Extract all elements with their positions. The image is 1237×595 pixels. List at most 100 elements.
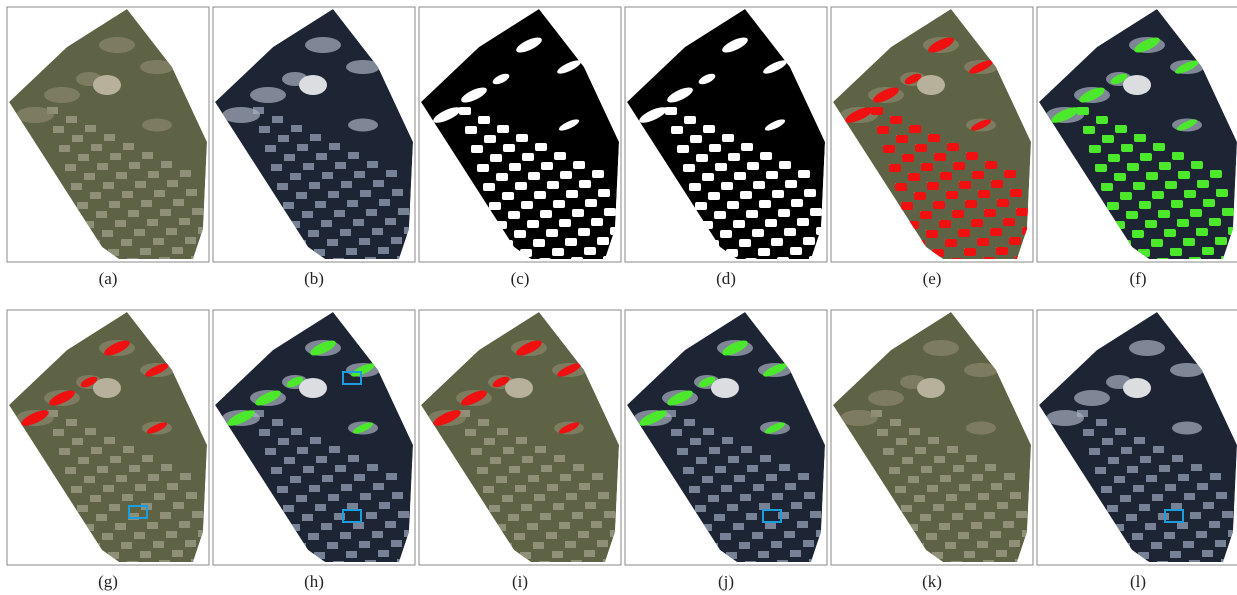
building <box>110 456 121 463</box>
segment <box>490 154 502 162</box>
building <box>165 579 176 586</box>
segment <box>734 172 746 180</box>
segment <box>1102 135 1114 143</box>
segment <box>759 200 771 208</box>
building <box>534 494 545 501</box>
building <box>527 523 538 530</box>
building <box>1083 429 1094 436</box>
building <box>1195 276 1206 283</box>
building <box>779 464 790 471</box>
segment <box>1183 238 1195 246</box>
building <box>303 466 314 473</box>
segment <box>908 173 920 181</box>
building <box>259 126 270 133</box>
building <box>184 285 195 292</box>
building <box>741 446 752 453</box>
building <box>216 284 227 291</box>
building <box>366 209 377 216</box>
segment <box>783 276 795 284</box>
building <box>391 540 402 547</box>
building <box>1159 465 1170 472</box>
segment <box>1208 266 1220 274</box>
segment <box>516 134 528 142</box>
segment <box>522 153 534 161</box>
segment <box>695 202 707 210</box>
building <box>889 467 900 474</box>
segment <box>708 192 720 200</box>
segment <box>890 116 902 124</box>
building <box>328 191 339 198</box>
segment <box>939 220 951 228</box>
building <box>690 438 701 445</box>
segment <box>810 208 822 216</box>
segment <box>1222 208 1234 216</box>
building <box>1114 476 1125 483</box>
courtyard <box>505 378 533 398</box>
building <box>297 447 308 454</box>
building <box>553 503 564 510</box>
building <box>179 218 190 225</box>
segment <box>896 135 908 143</box>
building <box>135 484 146 491</box>
building <box>1233 294 1237 301</box>
segment <box>972 171 984 179</box>
building <box>322 172 333 179</box>
segment <box>970 267 982 275</box>
panel <box>419 7 646 311</box>
panel-label: (h) <box>304 572 324 591</box>
segment <box>1095 164 1107 172</box>
building <box>367 161 378 168</box>
building <box>386 170 397 177</box>
building <box>316 153 327 160</box>
building <box>890 419 901 426</box>
building <box>784 531 795 538</box>
building <box>129 465 140 472</box>
segment <box>702 173 714 181</box>
segment <box>1089 145 1101 153</box>
segment <box>720 230 732 238</box>
building <box>327 239 338 246</box>
building <box>66 116 77 123</box>
segment <box>877 126 889 134</box>
building <box>308 230 319 237</box>
segment <box>1120 192 1132 200</box>
building <box>283 202 294 209</box>
building <box>379 199 390 206</box>
building <box>1227 275 1237 282</box>
building <box>509 466 520 473</box>
building <box>1034 568 1045 575</box>
segment <box>946 191 958 199</box>
building <box>790 550 801 557</box>
segment <box>1176 267 1188 275</box>
building <box>920 514 931 521</box>
building <box>173 199 184 206</box>
building <box>1152 494 1163 501</box>
segment <box>766 171 778 179</box>
building <box>1139 504 1150 511</box>
building <box>140 551 151 558</box>
building <box>803 540 814 547</box>
building <box>284 457 295 464</box>
building <box>16 107 54 123</box>
building <box>1132 533 1143 540</box>
building <box>110 153 121 160</box>
building <box>883 448 894 455</box>
building <box>192 511 203 518</box>
building <box>153 541 164 548</box>
building <box>1170 551 1181 558</box>
segment <box>821 294 833 302</box>
building <box>378 247 389 254</box>
building <box>927 485 938 492</box>
segment <box>1171 200 1183 208</box>
building <box>1040 587 1051 594</box>
building <box>1146 475 1157 482</box>
segment <box>690 135 702 143</box>
segment <box>715 163 727 171</box>
building <box>541 465 552 472</box>
segment <box>1196 228 1208 236</box>
building <box>99 37 135 53</box>
segment <box>1140 153 1152 161</box>
building <box>271 467 282 474</box>
building <box>970 267 981 274</box>
segment <box>747 162 759 170</box>
